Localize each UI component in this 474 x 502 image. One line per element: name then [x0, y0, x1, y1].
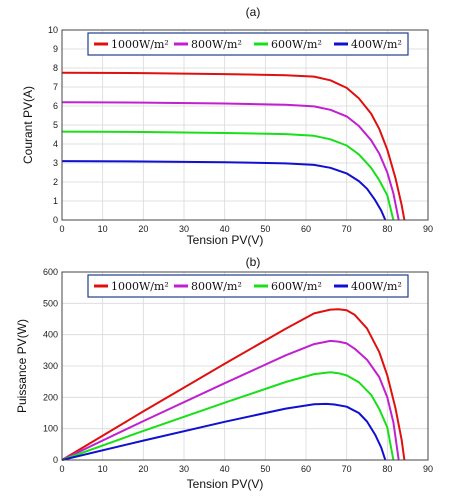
legend-label: 400W/m² — [351, 38, 402, 51]
series-line — [61, 402, 387, 461]
x-tick-label: 80 — [382, 464, 392, 474]
plot-frame — [61, 29, 429, 221]
x-tick-label: 50 — [260, 224, 270, 234]
y-tick-label: 3 — [53, 158, 58, 168]
y-tick-label: 600 — [43, 267, 58, 277]
series-line — [61, 71, 406, 221]
y-tick-label: 0 — [53, 455, 58, 465]
y-tick-label: 300 — [43, 361, 58, 371]
x-axis-label: Tension PV(V) — [187, 233, 264, 247]
series-line — [61, 130, 395, 221]
legend-box — [87, 32, 409, 56]
x-tick-label: 0 — [59, 464, 64, 474]
y-tick-label: 100 — [43, 424, 58, 434]
y-axis-label: Courant PV(A) — [21, 86, 35, 164]
x-tick-label: 20 — [138, 464, 148, 474]
series-line — [61, 339, 400, 461]
x-tick-label: 50 — [260, 464, 270, 474]
x-tick-label: 60 — [301, 464, 311, 474]
series-line — [61, 308, 406, 461]
x-tick-label: 0 — [59, 224, 64, 234]
series-line — [61, 371, 395, 461]
x-tick-label: 10 — [98, 464, 108, 474]
legend-label: 800W/m² — [191, 280, 242, 293]
chart-title: (a) — [246, 5, 261, 19]
series-line — [61, 101, 400, 221]
x-tick-label: 90 — [423, 464, 433, 474]
chart-title: (b) — [246, 255, 261, 269]
x-tick-label: 40 — [220, 464, 230, 474]
legend-label: 800W/m² — [191, 38, 242, 51]
y-tick-label: 200 — [43, 392, 58, 402]
series-line — [61, 160, 387, 221]
x-tick-label: 60 — [301, 224, 311, 234]
y-tick-label: 9 — [53, 44, 58, 54]
y-tick-label: 8 — [53, 63, 58, 73]
y-tick-label: 500 — [43, 298, 58, 308]
chart-a: 0 10 20 30 40 50 60 70 80 90 0 1 2 3 4 5 6 7 8 9 10 (a) Tensio… — [21, 5, 433, 247]
legend-label: 400W/m² — [351, 280, 402, 293]
legend-label: 1000W/m² — [111, 280, 169, 293]
y-tick-label: 4 — [53, 139, 58, 149]
x-tick-label: 70 — [342, 464, 352, 474]
y-tick-label: 1 — [53, 196, 58, 206]
y-tick-label: 2 — [53, 177, 58, 187]
x-tick-label: 70 — [342, 224, 352, 234]
y-tick-label: 5 — [53, 120, 58, 130]
chart-b: 0 10 20 30 40 50 60 70 80 90 0 100 200 300 400 500 600 (b… — [15, 255, 433, 491]
y-axis-label: Puissance PV(W) — [15, 319, 29, 413]
legend-label: 600W/m² — [271, 280, 322, 293]
legend-label: 600W/m² — [271, 38, 322, 51]
y-tick-label: 7 — [53, 82, 58, 92]
y-tick-label: 0 — [53, 215, 58, 225]
x-tick-label: 30 — [179, 224, 189, 234]
legend-label: 1000W/m² — [111, 38, 169, 51]
y-tick-label: 400 — [43, 330, 58, 340]
x-tick-label: 40 — [220, 224, 230, 234]
x-tick-label: 10 — [98, 224, 108, 234]
y-tick-label: 10 — [48, 25, 58, 35]
x-tick-label: 90 — [423, 224, 433, 234]
x-tick-label: 80 — [382, 224, 392, 234]
x-tick-label: 30 — [179, 464, 189, 474]
x-tick-label: 20 — [138, 224, 148, 234]
y-tick-label: 6 — [53, 101, 58, 111]
x-axis-label: Tension PV(V) — [187, 477, 264, 491]
legend-box — [87, 274, 409, 298]
plot-frame — [61, 271, 429, 461]
